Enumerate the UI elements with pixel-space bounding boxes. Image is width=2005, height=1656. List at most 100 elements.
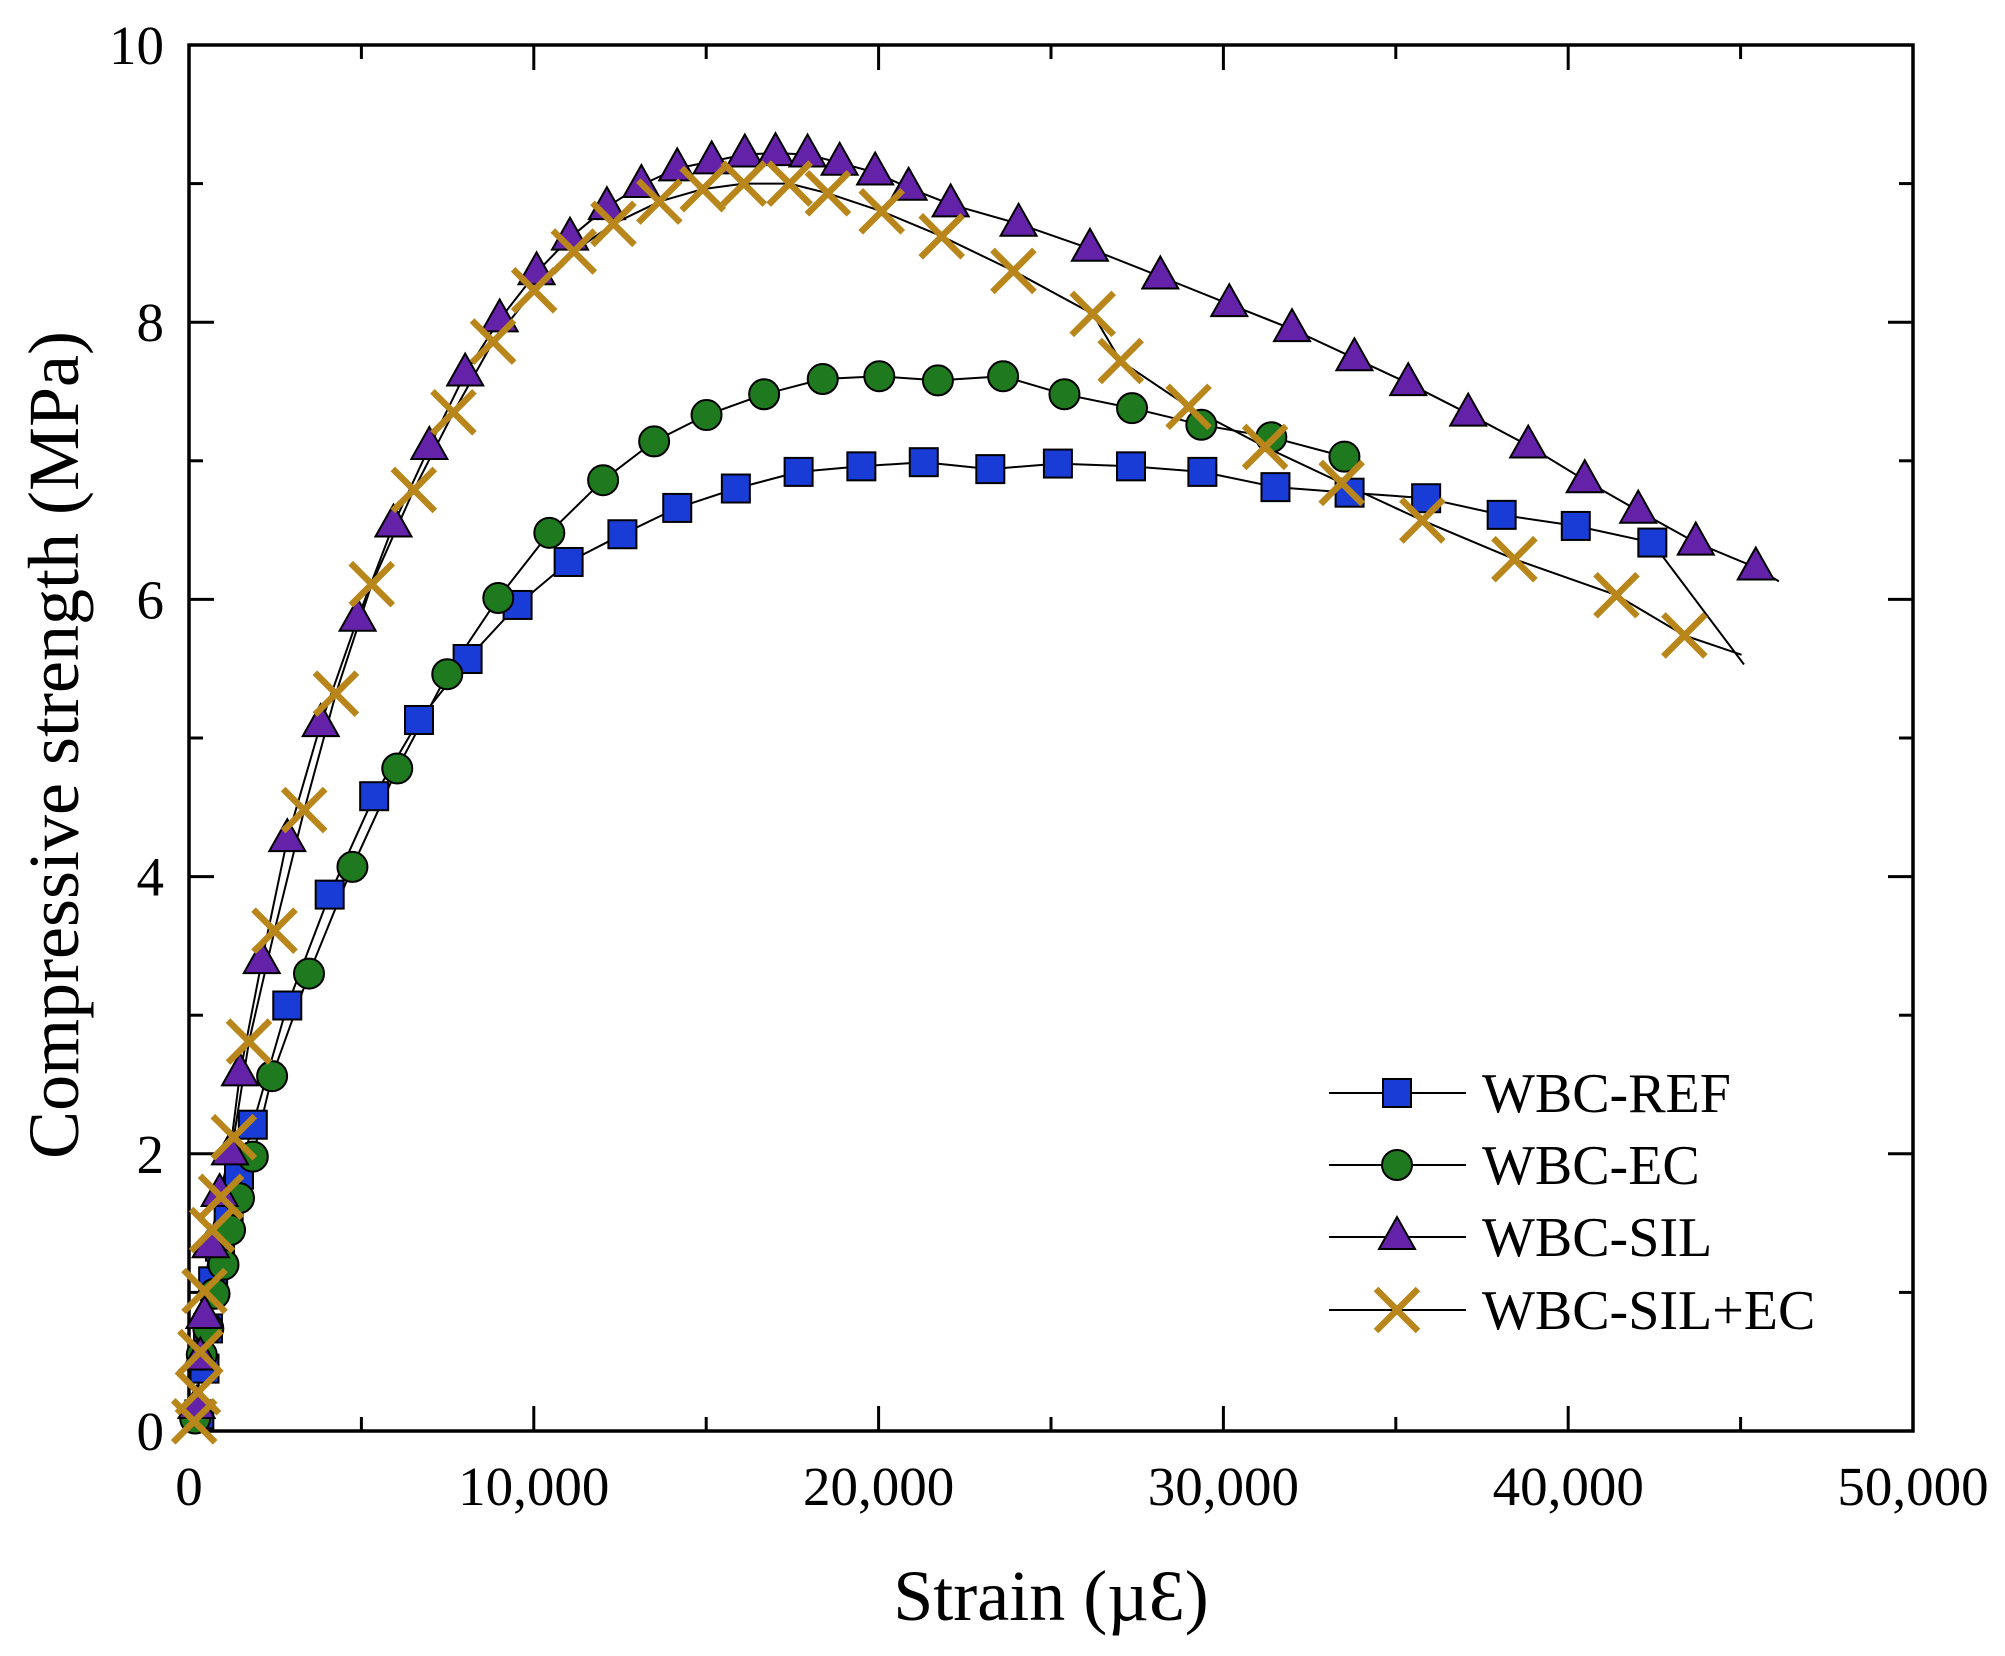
wbc-sil-ec-marker	[1097, 337, 1144, 385]
wbc-ref-marker	[607, 519, 638, 550]
legend-sample-wbc-ec	[1329, 1149, 1466, 1181]
wbc-sil-ec-marker	[210, 1113, 258, 1161]
wbc-ec-marker	[1116, 392, 1149, 425]
series-markers	[170, 131, 1776, 1445]
wbc-ec-marker	[806, 363, 839, 396]
wbc-ec-marker	[256, 1060, 289, 1093]
wbc-ref-marker	[1187, 456, 1218, 487]
wbc-sil-ec-marker	[1593, 571, 1640, 619]
wbc-sil-ec-marker	[1241, 423, 1289, 471]
wbc-ref-marker	[908, 447, 939, 478]
wbc-ec-marker	[482, 582, 515, 615]
y-tick-label: 10	[109, 15, 164, 76]
wbc-ref-marker	[403, 704, 434, 735]
wbc-sil-ec-marker	[197, 1173, 245, 1221]
wbc-sil-ec-marker	[550, 228, 598, 275]
x-tick-label: 20,000	[803, 1456, 954, 1517]
wbc-sil-marker	[998, 201, 1039, 237]
legend-marker-wbc-ref	[1382, 1078, 1412, 1108]
y-tick-labels: 0 2 4 6 8 10	[109, 15, 164, 1462]
wbc-sil-ec-marker	[636, 178, 683, 225]
wbc-sil-ec-marker	[225, 1018, 273, 1065]
wbc-sil-ec-marker	[390, 466, 438, 514]
wbc-sil-marker	[1140, 254, 1181, 290]
legend-marker-wbc-sil	[1377, 1214, 1417, 1250]
legend-entry-wbc-ec: WBC-EC	[1329, 1135, 1700, 1197]
wbc-sil-ec-marker	[1165, 383, 1212, 431]
x-tick-label: 50,000	[1837, 1456, 1988, 1517]
wbc-ec-marker	[381, 752, 414, 785]
wbc-sil-marker	[725, 132, 765, 168]
wbc-sil-ec-marker	[510, 267, 558, 314]
wbc-ref-marker	[314, 879, 345, 910]
legend-label-wbc-ref: WBC-REF	[1482, 1063, 1731, 1125]
wbc-ref-marker	[1560, 510, 1591, 541]
y-tick-label: 0	[137, 1401, 165, 1462]
legend: WBC-REF WBC-EC WBC-SIL WBC-SIL+EC	[1329, 1063, 1815, 1342]
wbc-ec-marker	[587, 464, 620, 497]
wbc-sil-ec-marker	[990, 247, 1037, 295]
wbc-ref-marker	[720, 473, 751, 504]
wbc-sil-marker	[373, 502, 414, 538]
wbc-sil-marker	[220, 1051, 260, 1087]
wbc-sil-ec-marker	[1318, 459, 1365, 507]
wbc-sil-marker	[1618, 488, 1658, 524]
legend-entry-wbc-sil: WBC-SIL	[1329, 1207, 1712, 1269]
wbc-ref-marker	[1486, 499, 1517, 530]
wbc-sil-marker	[337, 596, 378, 632]
wbc-sil-ec-marker	[720, 160, 768, 207]
wbc-ec-marker	[336, 850, 369, 883]
legend-marker-wbc-ec	[1381, 1149, 1413, 1181]
x-tick-label: 10,000	[458, 1456, 609, 1517]
x-axis-label: Strain (µƐ)	[893, 1556, 1209, 1636]
wbc-ref-marker	[975, 454, 1006, 485]
wbc-ref-marker	[272, 990, 303, 1021]
wbc-ref-marker	[662, 492, 693, 523]
x-tick-label: 40,000	[1493, 1456, 1644, 1517]
legend-entry-wbc-ref: WBC-REF	[1329, 1063, 1731, 1125]
wbc-ref-marker	[1042, 448, 1073, 479]
wbc-sil-marker	[1070, 226, 1110, 262]
wbc-ec-marker	[690, 399, 723, 432]
wbc-sil-marker	[301, 702, 341, 738]
wbc-sil-marker	[242, 939, 282, 975]
y-tick-label: 6	[137, 569, 165, 630]
wbc-sil-ec-marker	[1069, 290, 1117, 338]
wbc-ec-marker	[1328, 440, 1361, 473]
wbc-ec-marker	[1185, 408, 1218, 441]
wbc-sil-ec-marker	[312, 670, 360, 717]
wbc-ec-marker	[987, 360, 1020, 393]
y-tick-label: 4	[137, 847, 165, 908]
wbc-sil-ec-marker	[251, 907, 298, 954]
wbc-ec-marker	[431, 658, 464, 691]
wbc-sil-marker	[267, 817, 307, 853]
wbc-sil-ec-marker	[804, 170, 852, 217]
wbc-sil-marker	[692, 139, 732, 175]
markers-wbc-sil-ec	[170, 160, 1708, 1445]
legend-marker-wbc-sil-ec	[1373, 1286, 1421, 1334]
wbc-sil-marker	[1508, 423, 1548, 459]
wbc-sil-marker	[855, 150, 895, 186]
wbc-sil-marker	[1448, 391, 1488, 427]
legend-label-wbc-sil-ec: WBC-SIL+EC	[1482, 1280, 1815, 1342]
wbc-sil-marker	[409, 424, 450, 460]
legend-sample-wbc-sil	[1329, 1214, 1466, 1250]
wbc-sil-ec-marker	[430, 388, 477, 436]
wbc-sil-marker	[1272, 307, 1312, 343]
wbc-sil-ec-marker	[469, 318, 517, 365]
wbc-ref-marker	[1260, 472, 1291, 503]
wbc-sil-ec-marker	[280, 786, 328, 834]
wbc-sil-ec-marker	[174, 1368, 222, 1416]
legend-label-wbc-sil: WBC-SIL	[1482, 1207, 1712, 1269]
wbc-sil-ec-marker	[590, 200, 637, 248]
wbc-sil-marker	[1209, 282, 1249, 318]
wbc-ec-marker	[748, 378, 781, 411]
legend-entry-wbc-sil-ec: WBC-SIL+EC	[1329, 1280, 1815, 1342]
wbc-sil-ec-marker	[858, 188, 906, 235]
wbc-sil-marker	[1388, 361, 1428, 397]
wbc-ec-marker	[638, 425, 671, 458]
wbc-ref-marker	[553, 546, 584, 577]
wbc-ec-marker	[863, 360, 896, 393]
wbc-sil-ec-marker	[918, 212, 965, 260]
wbc-ref-marker	[783, 456, 814, 487]
